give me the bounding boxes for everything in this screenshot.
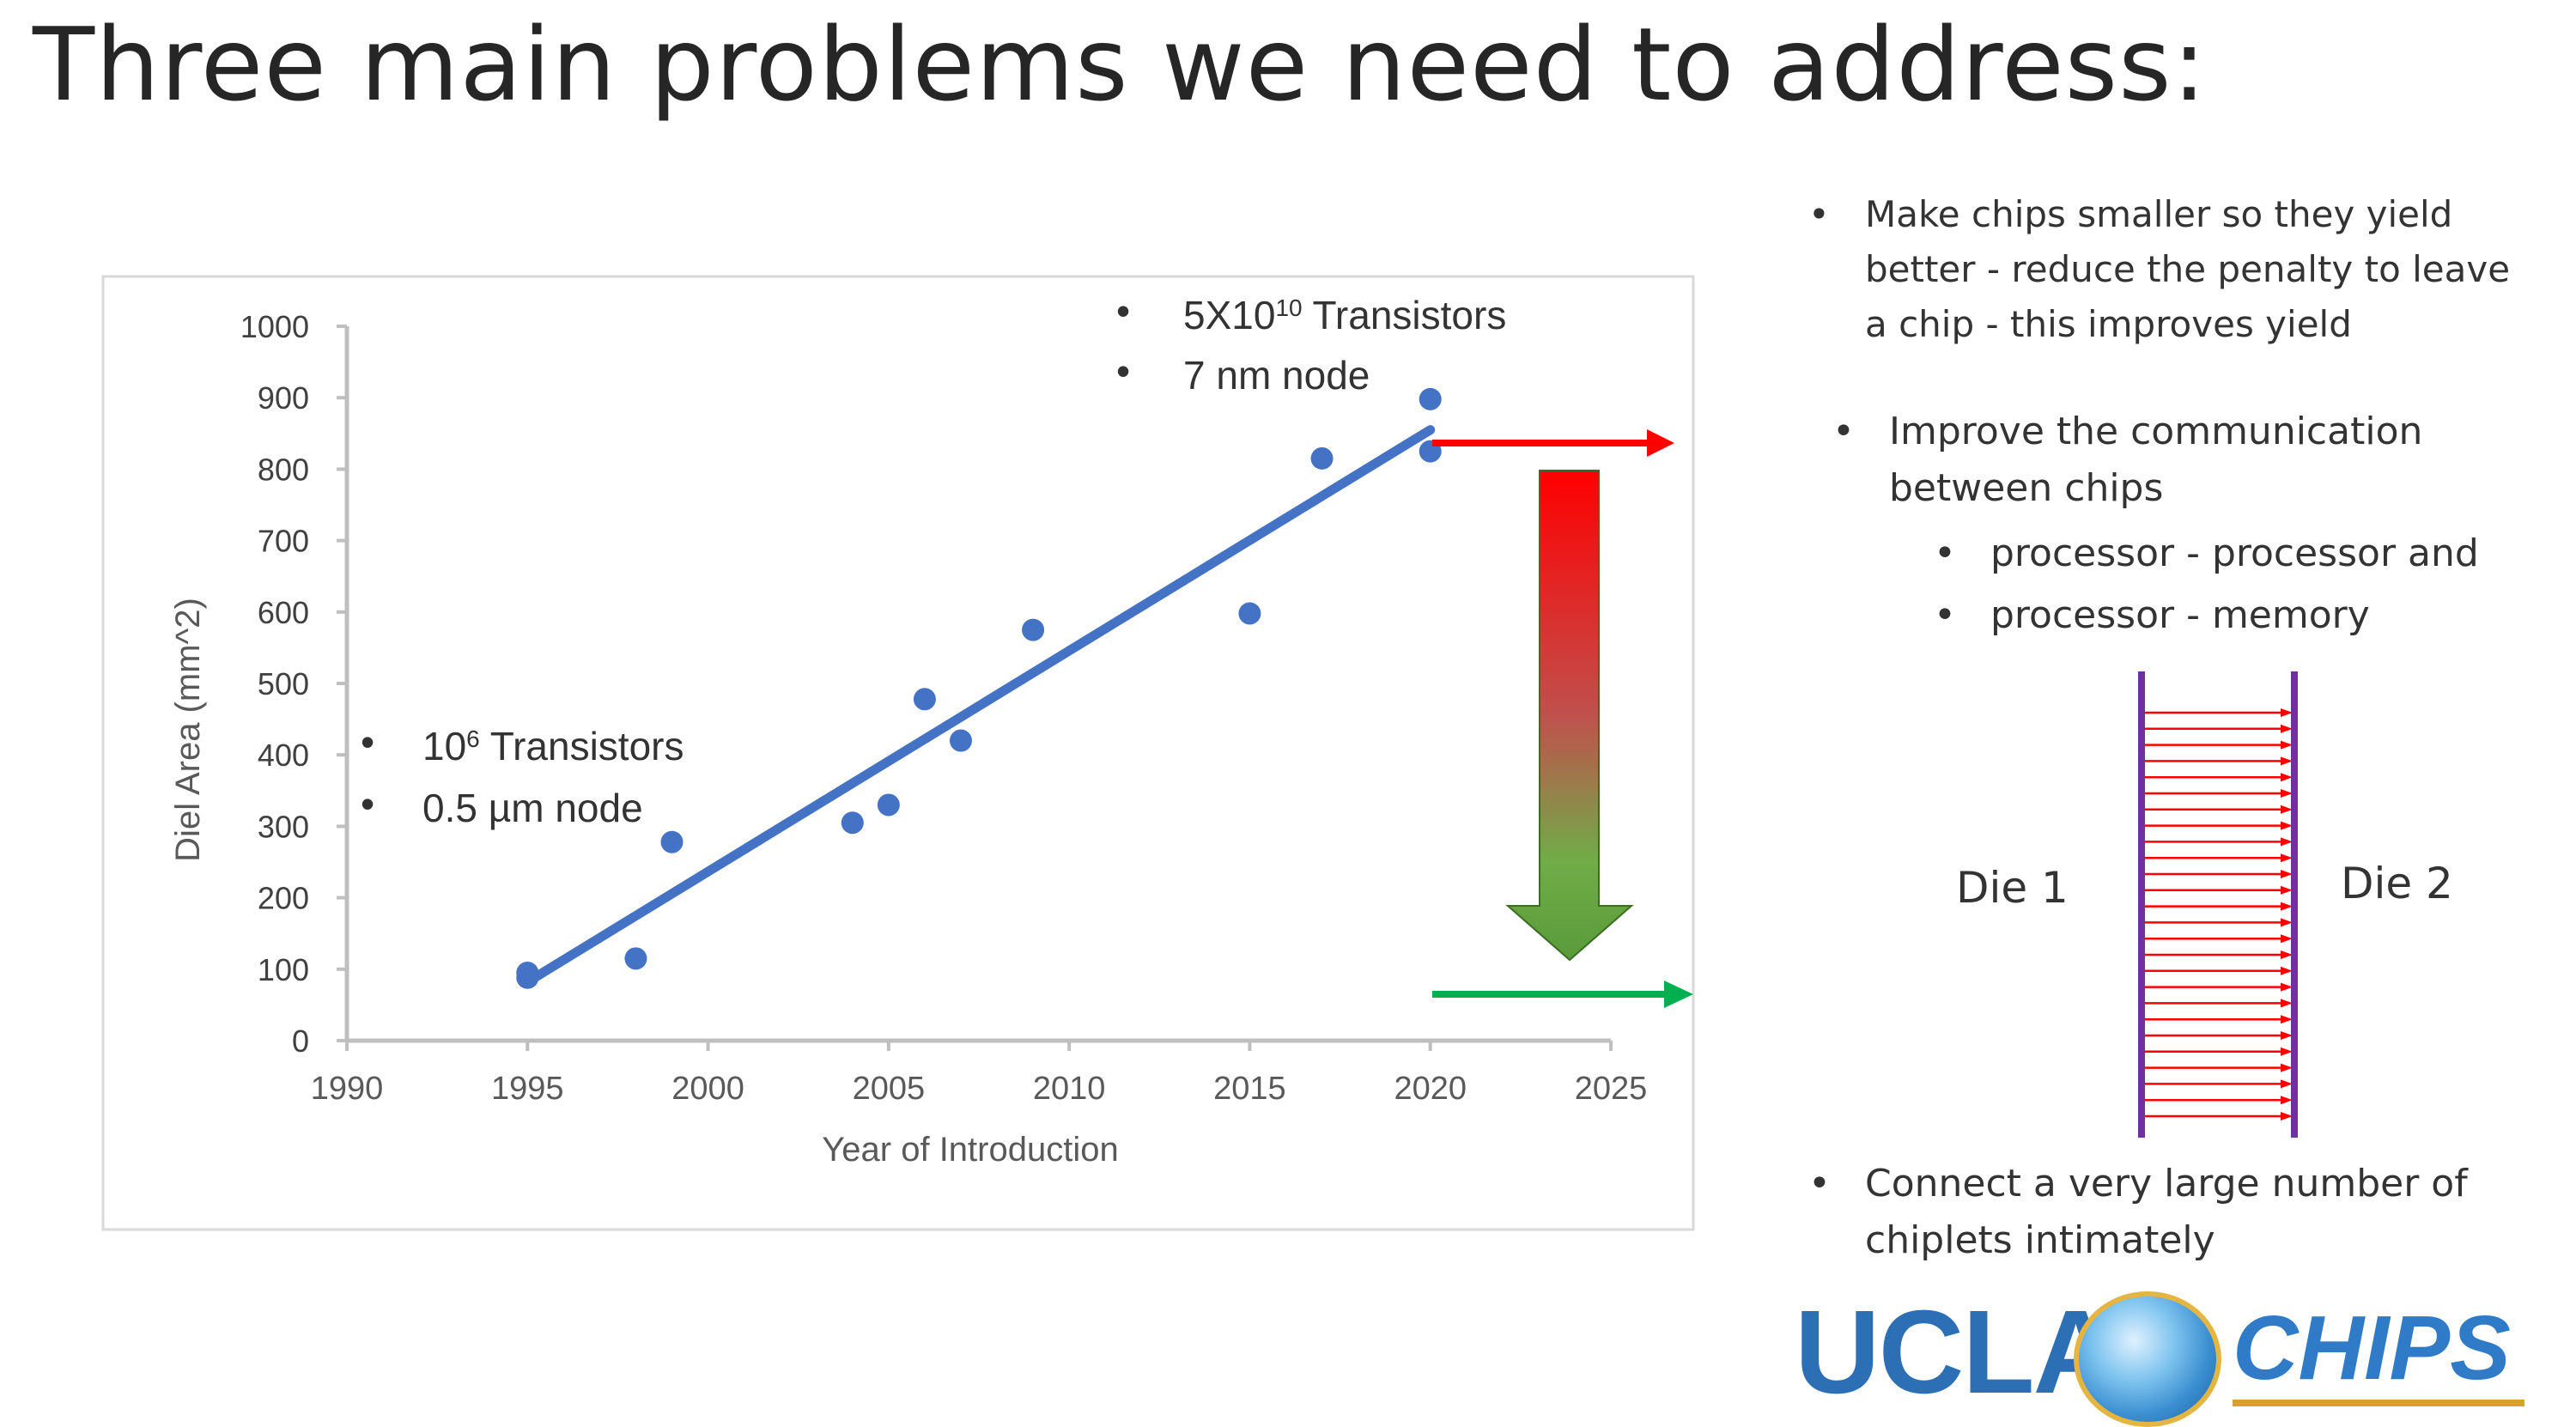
bullet-dot: • — [1934, 531, 1956, 575]
chart-trendline-group — [522, 425, 1436, 987]
die-link-arrowhead — [2281, 885, 2293, 895]
x-tick-label: 2015 — [1213, 1071, 1286, 1107]
y-tick-label: 300 — [258, 809, 309, 844]
logo-underline — [2233, 1400, 2524, 1406]
die-link-arrowhead — [2281, 853, 2293, 863]
die-link-arrowhead — [2281, 918, 2293, 927]
x-tick-label: 2005 — [853, 1071, 926, 1107]
y-axis-label: Diel Area (mm^2) — [169, 598, 207, 862]
sub-bullet-processor-memory: • processor - memory — [1934, 587, 2370, 644]
die-link-arrowhead — [2281, 1112, 2293, 1120]
x-axis-label: Year of Introduction — [822, 1131, 1118, 1169]
die-link-arrowhead — [2281, 724, 2293, 733]
data-point — [624, 947, 647, 970]
bullet-dot: • — [1808, 1162, 1831, 1205]
annotation-right-transistors: 5X1010 Transistors — [1183, 293, 1506, 337]
die-link-arrowhead — [2281, 1063, 2293, 1072]
die-link-arrowhead — [2281, 966, 2293, 975]
y-tick-label: 800 — [258, 452, 309, 487]
logo-chips-text: CHIPS — [2233, 1297, 2511, 1399]
die-link-arrowhead — [2281, 1031, 2293, 1040]
die-link-arrowhead — [2281, 934, 2293, 944]
die-link-arrowhead — [2281, 950, 2293, 959]
data-point — [877, 793, 900, 817]
annotation-bullet-3: • — [1116, 288, 1130, 333]
y-tick-label: 600 — [258, 595, 309, 630]
red-arrow-head — [1647, 429, 1674, 457]
annotation-bullet-4: • — [1116, 349, 1130, 393]
trendline — [522, 425, 1436, 987]
bullet-dot: • — [1934, 593, 1956, 637]
y-tick-label: 700 — [258, 524, 309, 559]
data-point — [660, 830, 683, 853]
annotation-left-node: 0.5 µm node — [422, 786, 643, 830]
y-tick-label: 100 — [258, 952, 309, 987]
data-point — [516, 961, 539, 984]
data-point — [1419, 387, 1442, 410]
die-link-arrowhead — [2281, 1096, 2293, 1105]
down-gradient-arrow — [1505, 470, 1634, 962]
die-1-label: Die 1 — [1956, 863, 2069, 913]
sub-bullet-processor-processor: • processor - processor and — [1934, 525, 2479, 582]
y-tick-label: 1000 — [240, 309, 309, 344]
bullet-dot: • — [1808, 193, 1830, 235]
die-link-arrowhead — [2281, 740, 2293, 750]
die-link-arrowhead — [2281, 805, 2293, 814]
y-tick-label: 0 — [292, 1023, 309, 1059]
die-link-arrowhead — [2281, 1079, 2293, 1089]
data-point — [913, 688, 936, 711]
die-link-arrowhead — [2281, 902, 2293, 911]
die-link-arrowhead — [2281, 708, 2293, 717]
die-2-label: Die 2 — [2341, 859, 2453, 908]
x-tick-label: 2000 — [671, 1071, 744, 1107]
die-link-arrowhead — [2281, 821, 2293, 830]
bullet-communication: • Improve the communication between chip… — [1832, 404, 2422, 517]
annotation-bullet-2: • — [361, 781, 374, 826]
bullet-dot: • — [1832, 410, 1855, 453]
annotation-bullet-1: • — [361, 720, 374, 764]
y-tick-label: 400 — [258, 738, 309, 773]
data-point — [1310, 446, 1334, 470]
x-tick-label: 1995 — [491, 1071, 564, 1107]
chart-points — [516, 387, 1442, 989]
x-tick-label: 1990 — [311, 1071, 384, 1107]
y-tick-label: 200 — [258, 881, 309, 916]
die-link-arrowhead — [2281, 789, 2293, 798]
die-link-arrowhead — [2281, 1015, 2293, 1024]
chart-ticks: 1990 1995 2000 2005 2010 2015 2020 2025 0 100 200 3… — [240, 309, 1647, 1107]
logo-ucla-text: UCLA — [1795, 1286, 2118, 1418]
die-link-arrowhead — [2281, 1047, 2293, 1056]
data-point — [949, 729, 972, 752]
die-link-arrowhead — [2281, 756, 2293, 766]
data-point — [1238, 602, 1261, 625]
die-link-arrowhead — [2281, 837, 2293, 847]
bullet-smaller-chips: • Make chips smaller so they yield bette… — [1808, 187, 2510, 352]
data-point — [841, 811, 864, 835]
y-tick-label: 900 — [258, 380, 309, 416]
y-tick-label: 500 — [258, 666, 309, 701]
die-links — [2145, 708, 2293, 1120]
annotation-right-node: 7 nm node — [1183, 353, 1370, 398]
annotation-left-transistors: 106 Transistors — [422, 724, 683, 768]
die-link-arrowhead — [2281, 982, 2293, 992]
x-tick-label: 2020 — [1394, 1071, 1467, 1107]
die-link-arrowhead — [2281, 870, 2293, 878]
x-tick-label: 2010 — [1033, 1071, 1106, 1107]
bullet-chiplets: • Connect a very large number of chiplet… — [1808, 1156, 2468, 1269]
die-link-arrowhead — [2281, 773, 2293, 782]
ucla-chips-logo: UCLA CHIPS — [1795, 1286, 2533, 1427]
x-tick-label: 2025 — [1575, 1071, 1648, 1107]
data-point — [1022, 618, 1045, 641]
logo-globe-icon — [2074, 1291, 2221, 1427]
green-arrow-head — [1664, 981, 1693, 1008]
die-link-arrowhead — [2281, 999, 2293, 1008]
slide-title: Three main problems we need to address: — [33, 5, 2208, 124]
